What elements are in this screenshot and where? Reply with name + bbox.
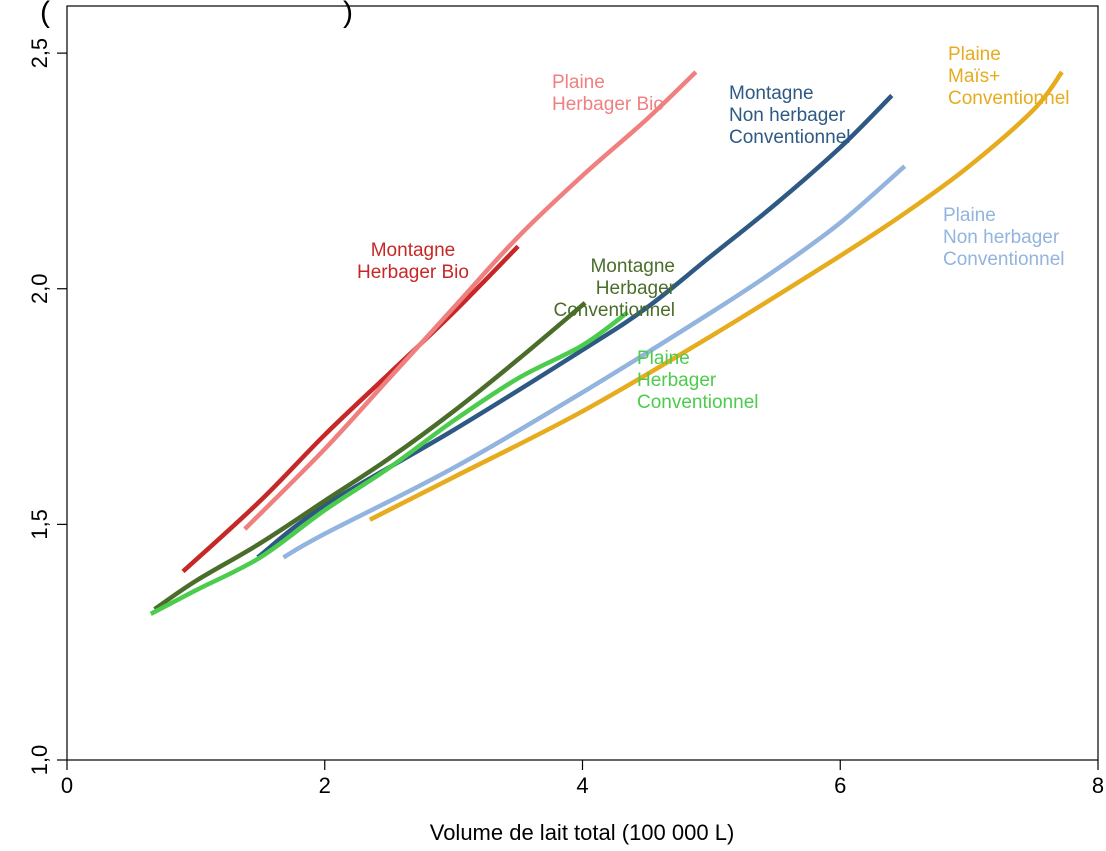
- series-label-line: Montagne: [729, 83, 814, 104]
- x-axis-title: Volume de lait total (100 000 L): [430, 820, 735, 845]
- series-line-2: [256, 93, 894, 560]
- series-label-line: Herbager Bio: [357, 262, 469, 283]
- y-tick-label: 1,5: [27, 509, 52, 540]
- y-tick-label: 2,0: [27, 273, 52, 304]
- series-label-2: Montagne Non herbager Conventionnel: [729, 83, 850, 148]
- y-axis: 1,0 1,5 2,0 2,5: [27, 38, 67, 775]
- series-label-line: Non herbager: [729, 105, 846, 126]
- plot-frame: [66, 5, 1099, 761]
- x-tick-label: 4: [576, 773, 588, 798]
- series-line-3: [368, 70, 1064, 522]
- series-line-4: [153, 301, 587, 612]
- series-label-1: Plaine Herbager Bio: [552, 72, 664, 115]
- series-label-line: Plaine: [943, 205, 996, 226]
- x-tick-label: 8: [1092, 773, 1104, 798]
- series-label-line: Conventionnel: [729, 127, 850, 148]
- series-label-line: Conventionnel: [637, 392, 758, 413]
- series-label-5: Plaine Non herbager Conventionnel: [943, 205, 1064, 270]
- x-axis: 0 2 4 6 8: [61, 760, 1104, 798]
- series-label-line: Conventionnel: [948, 88, 1069, 109]
- series-label-line: Montagne: [371, 240, 456, 261]
- series-label-4: Montagne Herbager Conventionnel: [554, 256, 676, 321]
- series-label-0: Montagne Herbager Bio: [357, 240, 469, 283]
- series-label-line: Conventionnel: [554, 300, 675, 321]
- series-line-0: [181, 244, 520, 574]
- series-label-line: Herbager: [596, 278, 676, 299]
- partial-title-glyph-close: ): [343, 0, 353, 29]
- series-lines: [149, 70, 1064, 616]
- y-tick-label: 1,0: [27, 745, 52, 776]
- series-line-1: [243, 70, 698, 531]
- x-tick-label: 2: [319, 773, 331, 798]
- partial-title-glyph: (: [40, 0, 50, 29]
- series-label-6: Plaine Herbager Conventionnel: [637, 348, 758, 413]
- series-label-line: Plaine: [552, 72, 605, 93]
- series-label-line: Conventionnel: [943, 249, 1064, 270]
- series-label-line: Plaine: [948, 44, 1001, 65]
- series-label-line: Herbager Bio: [552, 94, 664, 115]
- y-tick-label: 2,5: [27, 38, 52, 69]
- series-label-line: Herbager: [637, 370, 717, 391]
- series-label-3: Plaine Maïs+ Conventionnel: [948, 44, 1069, 109]
- series-line-6: [149, 310, 629, 616]
- series-label-line: Plaine: [637, 348, 690, 369]
- series-label-line: Montagne: [590, 256, 675, 277]
- series-label-line: Maïs+: [948, 66, 1000, 87]
- series-label-line: Non herbager: [943, 227, 1060, 248]
- series-line-5: [282, 164, 907, 560]
- x-tick-label: 0: [61, 773, 73, 798]
- x-tick-label: 6: [834, 773, 846, 798]
